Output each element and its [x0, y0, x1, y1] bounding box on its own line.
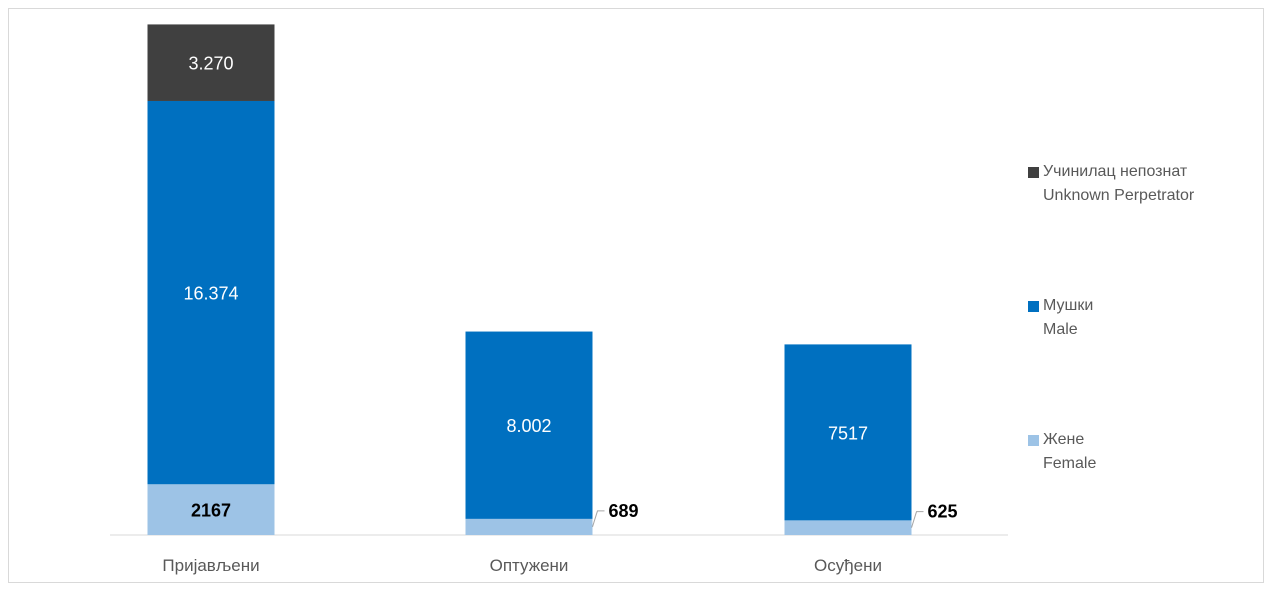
legend-swatch-unknown — [1028, 166, 1039, 178]
x-tick-label-1: Оптужени — [490, 556, 569, 575]
bar-male-1 — [465, 331, 593, 519]
data-label-female-1: 689 — [609, 501, 639, 521]
data-label-male-0: 16.374 — [183, 284, 238, 304]
chart-frame — [8, 8, 1264, 583]
bar-female-1 — [465, 518, 593, 535]
legend-swatch-female — [1028, 434, 1039, 446]
leader-line-female-1 — [592, 510, 605, 528]
legend-item-female: Жене Female — [1028, 428, 1096, 476]
legend-label-male-line1: Мушки — [1043, 297, 1094, 314]
label-group: 2167 16.374 3.270 689 8.002 625 7517 — [183, 54, 958, 528]
bar-male-0 — [147, 100, 275, 485]
legend-item-male: Мушки Male — [1028, 294, 1093, 342]
legend-label-unknown-line2: Unknown Perpetrator — [1043, 187, 1195, 204]
data-label-male-2: 7517 — [828, 423, 868, 443]
bar-female-2 — [784, 520, 912, 535]
x-tick-label-0: Пријављени — [162, 556, 259, 575]
data-label-male-1: 8.002 — [506, 416, 551, 436]
bar-unknown-0 — [147, 24, 275, 101]
bar-male-2 — [784, 344, 912, 521]
legend-label-unknown-line1: Учинилац непознат — [1043, 163, 1188, 180]
data-label-unknown-0: 3.270 — [188, 54, 233, 74]
data-label-female-2: 625 — [928, 502, 958, 522]
bar-group — [147, 24, 912, 535]
legend-item-unknown: Учинилац непознат Unknown Perpetrator — [1028, 160, 1194, 208]
leader-line-female-2 — [911, 511, 924, 528]
legend-label-male-line2: Male — [1043, 321, 1078, 338]
data-label-female-0: 2167 — [191, 501, 231, 521]
x-tick-group: Пријављени Оптужени Осуђени — [162, 556, 882, 575]
legend-swatch-male — [1028, 300, 1039, 312]
bar-female-0 — [147, 484, 275, 535]
legend-label-female-line2: Female — [1043, 455, 1097, 472]
legend-label-female-line1: Жене — [1043, 431, 1085, 448]
x-tick-label-2: Осуђени — [814, 556, 882, 575]
